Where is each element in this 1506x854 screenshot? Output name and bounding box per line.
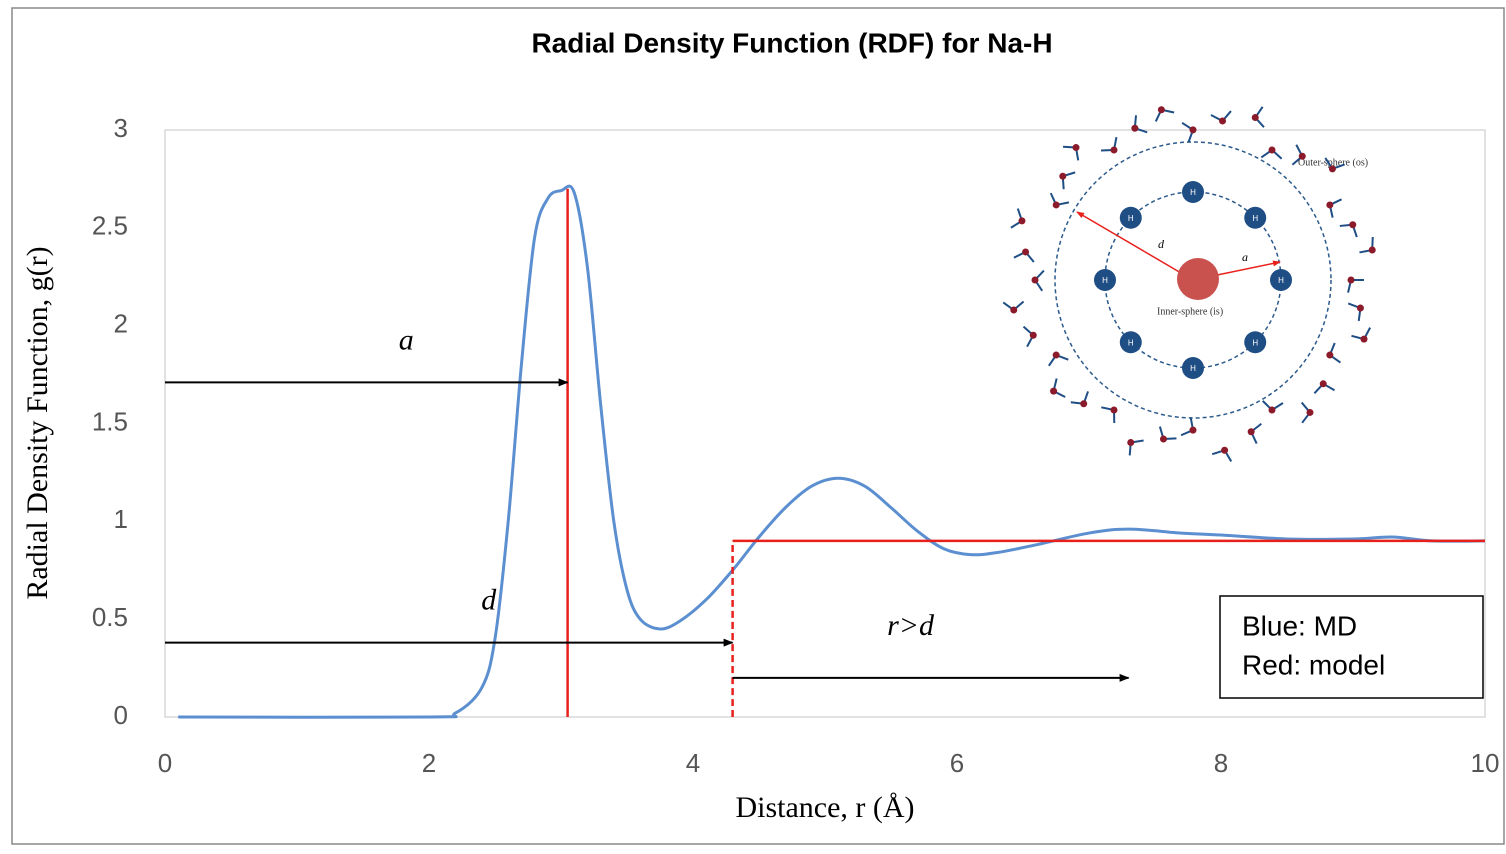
oxygen-atom [1190, 427, 1197, 434]
x-axis-label: Distance, r (Å) [735, 791, 914, 824]
annotation-label: r>d [887, 609, 935, 642]
atom-label: H [1128, 338, 1134, 347]
y-tick-label: 1.5 [92, 406, 128, 436]
annotation-label: d [481, 584, 497, 617]
atom-label: H [1128, 214, 1134, 223]
x-tick-label: 8 [1214, 748, 1228, 778]
d-label: d [1158, 237, 1165, 251]
x-tick-label: 6 [950, 748, 964, 778]
oxygen-atom [1032, 277, 1039, 284]
oxygen-atom [1329, 165, 1336, 172]
sodium-atom [1177, 258, 1219, 300]
y-tick-label: 2 [114, 309, 128, 339]
x-tick-label: 10 [1471, 748, 1500, 778]
legend-text: Blue: MD [1242, 610, 1357, 641]
oxygen-atom [1357, 305, 1364, 312]
oxygen-atom [1073, 144, 1080, 151]
oxygen-atom [1158, 106, 1165, 113]
annotation-label: a [399, 323, 414, 356]
oxygen-atom [1269, 147, 1276, 154]
x-tick-label: 0 [158, 748, 172, 778]
oxygen-atom [1248, 428, 1255, 435]
oxygen-atom [1022, 248, 1029, 255]
oxygen-atom [1053, 352, 1060, 359]
oxygen-atom [1299, 153, 1306, 160]
y-tick-label: 1 [114, 504, 128, 534]
oxygen-atom [1131, 125, 1138, 132]
oxygen-atom [1349, 221, 1356, 228]
legend-text: Red: model [1242, 649, 1385, 680]
atom-label: H [1278, 276, 1284, 285]
atom-label: H [1252, 214, 1258, 223]
chart-title: Radial Density Function (RDF) for Na-H [531, 27, 1052, 58]
oxygen-atom [1361, 336, 1368, 343]
y-tick-label: 0 [114, 700, 128, 730]
oxygen-atom [1348, 277, 1355, 284]
oxygen-atom [1326, 201, 1333, 208]
oxygen-atom [1111, 406, 1118, 413]
a-label: a [1242, 250, 1248, 264]
oxygen-atom [1252, 114, 1259, 121]
oxygen-atom [1269, 406, 1276, 413]
inset-diagram: d a Outer-sphere (os) Inner-sphere (is) … [1003, 106, 1376, 461]
oxygen-atom [1080, 400, 1087, 407]
atom-label: H [1190, 188, 1196, 197]
oxygen-atom [1053, 201, 1060, 208]
y-tick-label: 2.5 [92, 211, 128, 241]
atom-label: H [1190, 364, 1196, 373]
inner-label: Inner-sphere (is) [1157, 306, 1223, 317]
y-tick-label: 0.5 [92, 602, 128, 632]
oxygen-atom [1018, 217, 1025, 224]
atom-label: H [1252, 338, 1258, 347]
oxygen-atom [1030, 332, 1037, 339]
oxygen-atom [1050, 388, 1057, 395]
x-tick-label: 2 [422, 748, 436, 778]
oxygen-atom [1369, 246, 1376, 253]
oxygen-atom [1326, 352, 1333, 359]
oxygen-atom [1306, 409, 1313, 416]
oxygen-atom [1010, 307, 1017, 314]
y-axis-label: Radial Density Function, g(r) [21, 246, 54, 599]
oxygen-atom [1127, 439, 1134, 446]
oxygen-atom [1111, 147, 1118, 154]
oxygen-atom [1160, 436, 1167, 443]
oxygen-atom [1059, 173, 1066, 180]
oxygen-atom [1190, 126, 1197, 133]
y-tick-label: 3 [114, 113, 128, 143]
x-tick-label: 4 [686, 748, 700, 778]
oxygen-atom [1219, 117, 1226, 124]
oxygen-atom [1221, 447, 1228, 454]
atom-label: H [1102, 276, 1108, 285]
oxygen-atom [1320, 380, 1327, 387]
